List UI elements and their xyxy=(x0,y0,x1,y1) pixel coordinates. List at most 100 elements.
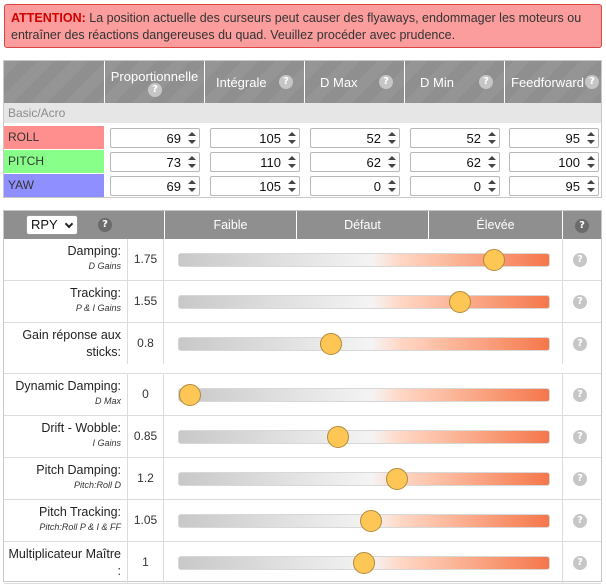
spinner-icon[interactable] xyxy=(388,179,396,193)
slider-value: 0.8 xyxy=(128,323,164,364)
divider xyxy=(562,323,563,364)
help-icon[interactable]: ? xyxy=(573,253,587,267)
value: 0 xyxy=(373,179,381,194)
slider-row: Damping: D Gains 1.75 ? xyxy=(4,239,601,281)
col-dmin-label: D Min xyxy=(420,75,454,90)
help-icon[interactable]: ? xyxy=(573,430,587,444)
spinner-icon[interactable] xyxy=(288,179,296,193)
pid-row-roll: ROLL 69 105 52 52 95 xyxy=(4,125,601,149)
slider-label-text: Dynamic Damping: xyxy=(15,379,121,393)
slider-thumb[interactable] xyxy=(360,510,383,532)
slider-label: Multiplicateur Maître : xyxy=(4,542,128,583)
pitch-ff-input[interactable]: 100 xyxy=(509,152,599,172)
slider-thumb[interactable] xyxy=(449,291,472,313)
divider xyxy=(562,542,563,583)
help-icon[interactable]: ? xyxy=(98,218,112,232)
divider xyxy=(562,374,563,415)
help-icon[interactable]: ? xyxy=(573,472,587,486)
slider-thumb[interactable] xyxy=(327,426,350,448)
slider-value: 1.75 xyxy=(128,239,164,280)
slider-track[interactable] xyxy=(178,552,550,574)
axis-label: YAW xyxy=(4,174,104,197)
slider-panel: RPY ? Faible Défaut Élevée ? Damping: D G… xyxy=(3,210,602,584)
spinner-icon[interactable] xyxy=(288,131,296,145)
slider-sublabel: D Max xyxy=(94,396,121,406)
slider-label: Pitch Damping: Pitch:Roll D xyxy=(4,458,128,499)
help-icon[interactable]: ? xyxy=(573,556,587,570)
spinner-icon[interactable] xyxy=(587,155,595,169)
slider-row: Gain réponse aux sticks: 0.8 ? xyxy=(4,323,601,365)
help-icon[interactable]: ? xyxy=(148,83,162,97)
warning-prefix: ATTENTION: xyxy=(11,11,86,25)
spinner-icon[interactable] xyxy=(488,131,496,145)
yaw-dmax-input[interactable]: 0 xyxy=(310,176,400,196)
help-icon[interactable]: ? xyxy=(379,75,393,89)
value: 110 xyxy=(260,155,281,170)
help-icon[interactable]: ? xyxy=(573,295,587,309)
help-icon[interactable]: ? xyxy=(573,514,587,528)
help-icon[interactable]: ? xyxy=(279,75,293,89)
spinner-icon[interactable] xyxy=(188,179,196,193)
spinner-icon[interactable] xyxy=(388,131,396,145)
slider-thumb[interactable] xyxy=(353,552,375,574)
col-feedforward: Feedforward ? xyxy=(504,61,601,103)
help-icon[interactable]: ? xyxy=(573,388,587,402)
roll-ff-input[interactable]: 95 xyxy=(509,128,599,148)
spinner-icon[interactable] xyxy=(188,155,196,169)
pitch-dmin-input[interactable]: 62 xyxy=(410,152,500,172)
roll-dmax-input[interactable]: 52 xyxy=(310,128,400,148)
slider-track[interactable] xyxy=(178,426,550,448)
pitch-p-input[interactable]: 73 xyxy=(110,152,200,172)
spinner-icon[interactable] xyxy=(488,155,496,169)
pitch-dmax-input[interactable]: 62 xyxy=(310,152,400,172)
pid-table: Proportionnelle ? Intégrale ? D Max ? D … xyxy=(3,60,602,198)
yaw-ff-input[interactable]: 95 xyxy=(509,176,599,196)
slider-label: Gain réponse aux sticks: xyxy=(4,323,128,364)
axis-label: ROLL xyxy=(4,126,104,149)
mode-select[interactable]: RPY xyxy=(26,215,78,235)
yaw-dmin-input[interactable]: 0 xyxy=(410,176,500,196)
value: 0 xyxy=(473,179,481,194)
yaw-i-input[interactable]: 105 xyxy=(210,176,300,196)
divider xyxy=(562,416,563,457)
help-icon[interactable]: ? xyxy=(575,218,589,233)
help-icon[interactable]: ? xyxy=(573,337,587,351)
spinner-icon[interactable] xyxy=(388,155,396,169)
spinner-icon[interactable] xyxy=(587,179,595,193)
slider-thumb[interactable] xyxy=(319,333,342,355)
slider-label-text: Tracking: xyxy=(70,286,121,300)
spinner-icon[interactable] xyxy=(488,179,496,193)
pid-table-header: Proportionnelle ? Intégrale ? D Max ? D … xyxy=(4,61,601,103)
header-help-cell: ? xyxy=(562,211,601,239)
slider-track[interactable] xyxy=(178,291,550,313)
slider-track[interactable] xyxy=(178,510,550,532)
slider-row: Pitch Tracking: Pitch:Roll P & I & FF 1.0… xyxy=(4,500,601,542)
slider-sublabel: Pitch:Roll D xyxy=(73,480,121,490)
roll-p-input[interactable]: 69 xyxy=(110,128,200,148)
slider-track[interactable] xyxy=(178,468,550,490)
slider-thumb[interactable] xyxy=(386,468,409,490)
slider-track[interactable] xyxy=(178,384,550,406)
roll-i-input[interactable]: 105 xyxy=(210,128,300,148)
slider-track[interactable] xyxy=(178,249,550,271)
slider-label-text: Drift - Wobble: xyxy=(41,421,121,435)
spinner-icon[interactable] xyxy=(587,131,595,145)
slider-thumb[interactable] xyxy=(179,384,202,406)
help-icon[interactable]: ? xyxy=(585,75,599,89)
value: 95 xyxy=(565,131,580,146)
header-default: Défaut xyxy=(296,211,428,239)
pitch-i-input[interactable]: 110 xyxy=(210,152,300,172)
slider-thumb[interactable] xyxy=(482,249,505,271)
col-feedforward-label: Feedforward xyxy=(511,75,584,90)
roll-dmin-input[interactable]: 52 xyxy=(410,128,500,148)
spinner-icon[interactable] xyxy=(288,155,296,169)
help-icon[interactable]: ? xyxy=(479,75,493,89)
slider-track[interactable] xyxy=(178,333,550,355)
value: 73 xyxy=(166,155,181,170)
slider-sublabel: D Gains xyxy=(88,261,121,271)
yaw-p-input[interactable]: 69 xyxy=(110,176,200,196)
spinner-icon[interactable] xyxy=(188,131,196,145)
slider-label: Tracking: P & I Gains xyxy=(4,281,128,322)
mode-select-value: RPY xyxy=(31,217,58,232)
pid-subheader: Basic/Acro xyxy=(4,103,601,123)
